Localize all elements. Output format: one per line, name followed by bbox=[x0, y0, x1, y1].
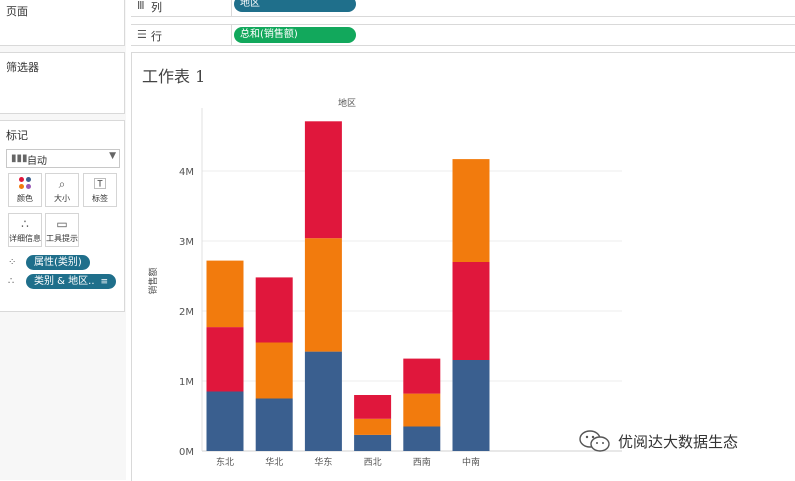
bar-segment bbox=[452, 360, 490, 451]
worksheet: 工作表 1 0M 1M 2M 3M 4M 地区销售额东北 华北 华东 西北 西南 中南 bbox=[131, 52, 795, 481]
color-button-label: 颜色 bbox=[17, 194, 33, 203]
bar-segment bbox=[304, 121, 342, 239]
tooltip-button-label: 工具提示 bbox=[46, 234, 78, 243]
divider bbox=[231, 0, 232, 16]
y-axis-label: 销售额 bbox=[147, 267, 159, 294]
sort-icon: ≡ bbox=[100, 277, 109, 287]
chevron-down-icon[interactable]: ▼ bbox=[109, 151, 116, 161]
bar-segment bbox=[354, 434, 392, 451]
chart-title: 地区 bbox=[338, 97, 356, 109]
bar-segment bbox=[354, 395, 392, 419]
x-tick-label: 西北 bbox=[364, 457, 382, 468]
label-button[interactable]: 🅃 标签 bbox=[83, 173, 117, 207]
tooltip-button[interactable]: ▭ 工具提示 bbox=[45, 213, 79, 247]
marks-card: 标记 ▮▮▮ 自动 ▼ 颜色 ⌕ 大小 🅃 标签 ∴ 详细信息 ▭ 工具提示 bbox=[0, 120, 125, 312]
bar-segment bbox=[206, 391, 244, 451]
y-tick-label: 0M bbox=[179, 447, 194, 458]
mark-type-label: 自动 bbox=[27, 156, 47, 167]
x-tick-label: 华北 bbox=[265, 456, 283, 468]
label-button-label: 标签 bbox=[92, 194, 108, 203]
x-tick-label: 西南 bbox=[413, 456, 431, 468]
bar-segment bbox=[255, 342, 293, 399]
rows-pill[interactable]: 总和(销售额) bbox=[234, 27, 356, 43]
detail-icon: ∴ bbox=[8, 276, 15, 287]
columns-pill[interactable]: 地区 bbox=[234, 0, 356, 12]
y-tick-label: 1M bbox=[179, 377, 194, 388]
bar-segment bbox=[206, 327, 244, 392]
filters-card[interactable]: 筛选器 bbox=[0, 52, 125, 114]
filters-title: 筛选器 bbox=[6, 61, 39, 74]
rows-icon: ☰ bbox=[137, 28, 147, 41]
bar-segment bbox=[354, 418, 392, 435]
y-tick-label: 4M bbox=[179, 167, 194, 178]
watermark-text: 优阅达大数据生态 bbox=[618, 433, 739, 451]
y-tick-label: 2M bbox=[179, 307, 194, 318]
bar-segment bbox=[452, 159, 490, 262]
size-button[interactable]: ⌕ 大小 bbox=[45, 173, 79, 207]
pages-title: 页面 bbox=[6, 5, 28, 18]
detail-button-label: 详细信息 bbox=[9, 234, 41, 243]
x-tick-label: 华东 bbox=[314, 456, 332, 468]
color-pill[interactable]: 属性(类别) bbox=[26, 255, 90, 270]
size-button-label: 大小 bbox=[54, 194, 70, 203]
sheet-title: 工作表 1 bbox=[142, 67, 206, 86]
bar-segment bbox=[304, 351, 342, 451]
bar-segment bbox=[403, 426, 441, 451]
x-tick-label: 东北 bbox=[216, 456, 234, 468]
detail-pill[interactable]: 类别 & 地区.. ≡ bbox=[26, 274, 117, 289]
detail-button[interactable]: ∴ 详细信息 bbox=[8, 213, 42, 247]
columns-shelf-label: 列 bbox=[151, 1, 162, 14]
color-dots-icon bbox=[9, 177, 41, 192]
bar-segment bbox=[304, 238, 342, 352]
bar-chart-icon: ▮▮▮ bbox=[11, 153, 28, 164]
label-icon: 🅃 bbox=[93, 177, 106, 191]
bar-segment bbox=[255, 398, 293, 451]
rows-shelf-label: 行 bbox=[151, 30, 162, 43]
rows-shelf[interactable]: ☰ 行 总和(销售额) bbox=[131, 24, 795, 46]
bar-segment bbox=[452, 262, 490, 360]
bar-segment bbox=[403, 393, 441, 427]
bar-segment bbox=[206, 260, 244, 328]
left-pane: 页面 筛选器 标记 ▮▮▮ 自动 ▼ 颜色 ⌕ 大小 🅃 标签 ∴ 详细信息 bbox=[0, 0, 126, 480]
divider bbox=[231, 25, 232, 45]
marks-title: 标记 bbox=[6, 129, 28, 142]
bar-segment bbox=[403, 358, 441, 394]
y-tick-label: 3M bbox=[179, 237, 194, 248]
color-button[interactable]: 颜色 bbox=[8, 173, 42, 207]
mark-type-dropdown[interactable]: ▮▮▮ 自动 ▼ bbox=[6, 149, 120, 168]
size-icon: ⌕ bbox=[58, 177, 66, 191]
pages-card: 页面 bbox=[0, 0, 125, 46]
columns-icon: Ⅲ bbox=[137, 0, 145, 12]
bar-segment bbox=[255, 277, 293, 343]
detail-pill-label: 类别 & 地区.. bbox=[34, 276, 95, 287]
color-dots-icon: ⁘ bbox=[8, 257, 17, 268]
x-tick-label: 中南 bbox=[462, 456, 480, 468]
tooltip-icon: ▭ bbox=[56, 217, 68, 231]
wechat-icon bbox=[579, 430, 610, 452]
detail-icon: ∴ bbox=[21, 217, 29, 231]
columns-shelf[interactable]: Ⅲ 列 地区 bbox=[131, 0, 795, 17]
